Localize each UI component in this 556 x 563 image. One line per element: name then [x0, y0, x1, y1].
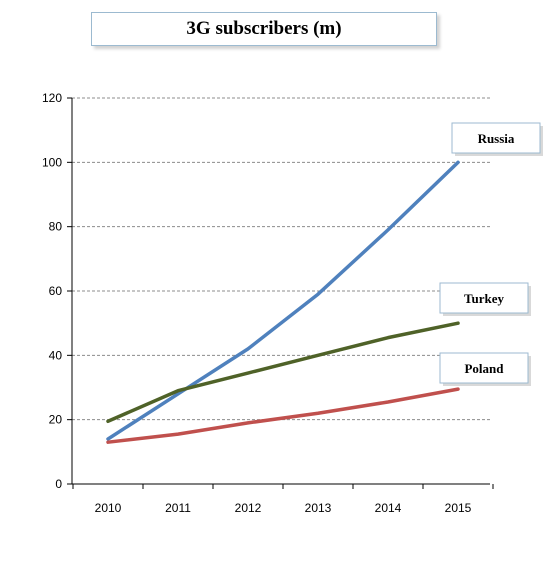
x-tick-label: 2011	[165, 501, 191, 515]
series-label-box	[439, 282, 529, 314]
x-tick-label: 2015	[445, 501, 472, 515]
series-line-poland	[106, 387, 460, 444]
y-tick-label: 100	[42, 155, 62, 169]
x-tick-label: 2010	[95, 501, 122, 515]
y-tick-label: 80	[49, 220, 63, 234]
x-tick-label: 2014	[375, 501, 402, 515]
series-line-russia	[106, 160, 460, 441]
x-tick-label: 2012	[235, 501, 262, 515]
series-line-turkey	[106, 321, 460, 424]
y-tick-label: 40	[49, 348, 63, 362]
y-tick-label: 20	[49, 413, 63, 427]
y-tick-label: 0	[55, 477, 62, 491]
x-tick-label: 2013	[305, 501, 332, 515]
series-label-turkey: Turkey	[464, 291, 504, 306]
series-label-poland: Poland	[464, 361, 504, 376]
series-label-russia: Russia	[478, 131, 515, 146]
series-label-box	[439, 352, 529, 384]
y-tick-label: 120	[42, 91, 62, 105]
chart-title: 3G subscribers (m)	[91, 12, 437, 46]
y-tick-label: 60	[49, 284, 63, 298]
series-label-box	[451, 122, 541, 154]
